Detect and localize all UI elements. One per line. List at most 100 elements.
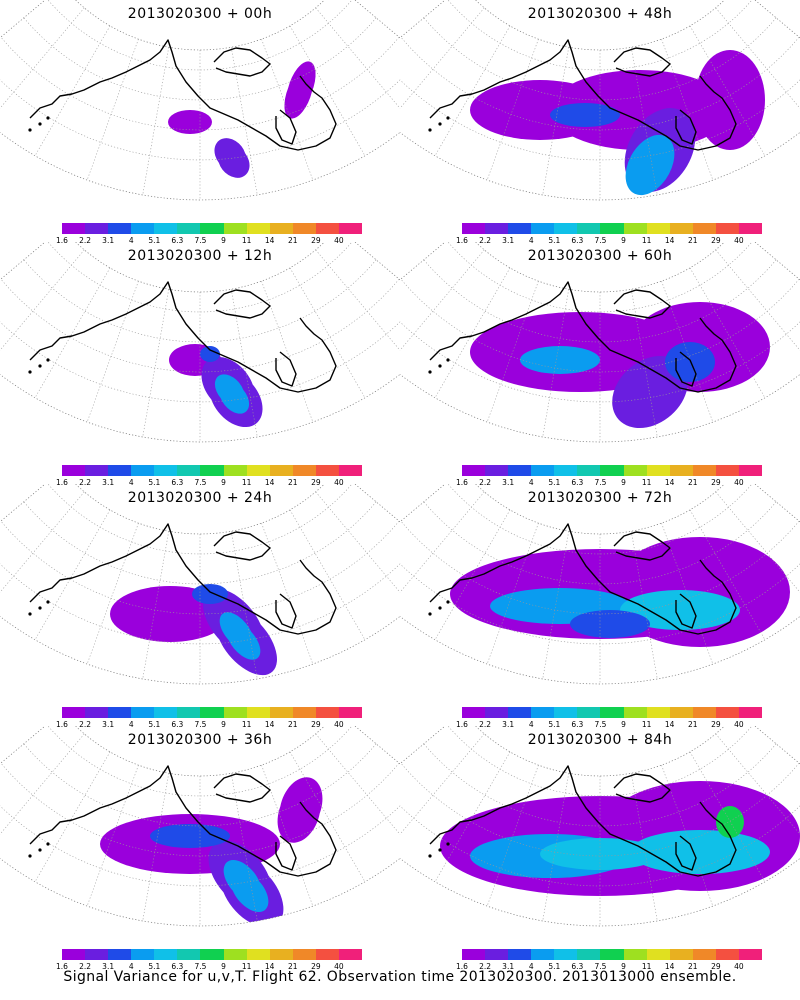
latitude-line xyxy=(23,743,377,827)
coastline xyxy=(275,109,297,145)
longitude-line xyxy=(630,47,658,196)
longitude-line xyxy=(542,531,570,680)
longitude-line xyxy=(86,523,139,665)
colorbar-swatch xyxy=(462,949,486,960)
latitude-line xyxy=(447,242,753,313)
colorbar-label: 4 xyxy=(128,478,134,487)
island xyxy=(438,606,442,610)
colorbar-swatch xyxy=(131,707,155,718)
variance-contour xyxy=(665,342,715,382)
colorbar-swatch xyxy=(154,949,178,960)
map-plot xyxy=(400,0,800,201)
colorbar-label: 9 xyxy=(621,236,626,245)
colorbar-swatch xyxy=(200,465,224,476)
colorbar-swatch xyxy=(462,223,486,234)
island xyxy=(38,122,42,126)
island xyxy=(46,600,50,604)
island xyxy=(428,370,432,374)
island xyxy=(446,116,450,120)
longitude-line xyxy=(486,281,539,423)
colorbar-swatch xyxy=(485,707,509,718)
island xyxy=(428,612,432,616)
colorbar-swatch xyxy=(669,223,693,234)
variance-field xyxy=(110,584,277,676)
colorbar-label: 6.3 xyxy=(171,236,184,245)
colorbar-swatch xyxy=(715,223,739,234)
longitude-line xyxy=(689,751,766,882)
colorbar xyxy=(462,223,763,234)
coastline xyxy=(675,593,697,629)
colorbar-label: 14 xyxy=(664,236,675,245)
longitude-line xyxy=(400,491,485,593)
colorbar-swatch xyxy=(85,949,109,960)
island xyxy=(428,854,432,858)
panel-title: 2013020300 + 48h xyxy=(527,6,673,22)
colorbar-labels: 1.6 2.2 3.1 4 5.1 6.3 7.5 9 11 14 21 29 40 xyxy=(400,236,800,248)
longitude-line xyxy=(486,523,539,665)
domain-border xyxy=(0,0,400,201)
colorbar-swatch xyxy=(738,223,763,234)
colorbar-label: 3.1 xyxy=(502,720,515,729)
colorbar-label: 3.1 xyxy=(102,236,115,245)
colorbar-label: 11 xyxy=(641,962,652,971)
map-panel: 2013020300 + 12h 1.6 2.2 3.1 4 5.1 6.3 7.5 9 11 14… xyxy=(0,242,400,487)
coastline xyxy=(429,523,737,635)
colorbar-swatch xyxy=(315,949,339,960)
colorbar-labels: 1.6 2.2 3.1 4 5.1 6.3 7.5 9 11 14 21 29 40 xyxy=(0,720,400,732)
variance-field xyxy=(100,777,323,927)
colorbar-swatch xyxy=(577,707,601,718)
variance-field xyxy=(168,343,263,428)
longitude-line xyxy=(400,733,485,835)
variance-field xyxy=(470,50,765,196)
colorbar-swatch xyxy=(508,707,532,718)
colorbar-swatch xyxy=(531,707,555,718)
longitude-line xyxy=(289,25,366,156)
longitude-line xyxy=(400,249,485,351)
colorbar-swatch xyxy=(85,465,109,476)
longitude-line xyxy=(486,39,539,181)
colorbar-label: 6.3 xyxy=(571,962,584,971)
variance-contour xyxy=(214,374,250,414)
colorbar-swatch xyxy=(85,223,109,234)
colorbar-label: 14 xyxy=(264,236,275,245)
colorbar-swatch xyxy=(269,223,293,234)
variance-field xyxy=(470,301,770,428)
longitude-line xyxy=(486,765,539,907)
longitude-line xyxy=(261,39,314,181)
colorbar-swatch xyxy=(623,465,647,476)
colorbar-label: 40 xyxy=(734,478,744,487)
latitude-line xyxy=(23,17,377,101)
colorbar-label: 29 xyxy=(711,962,721,971)
colorbar-swatch xyxy=(85,707,109,718)
longitude-line xyxy=(0,733,85,835)
colorbar-label: 11 xyxy=(241,962,252,971)
variance-contour xyxy=(630,829,770,875)
map-plot xyxy=(0,0,400,201)
colorbar-label: 7.5 xyxy=(594,962,607,971)
latitude-line xyxy=(400,278,800,373)
colorbar-swatch xyxy=(200,223,224,234)
colorbar-label: 29 xyxy=(311,720,321,729)
coastline xyxy=(613,773,671,803)
colorbar-label: 3.1 xyxy=(502,236,515,245)
variance-contour xyxy=(219,612,261,660)
colorbar-label: 2.2 xyxy=(79,720,92,729)
colorbar-swatch xyxy=(223,707,247,718)
island xyxy=(438,122,442,126)
longitude-line xyxy=(661,523,714,665)
colorbar-swatch xyxy=(108,223,132,234)
island xyxy=(38,364,42,368)
colorbar xyxy=(462,707,763,718)
island xyxy=(446,842,450,846)
colorbar-label: 21 xyxy=(687,478,698,487)
colorbar-swatch xyxy=(554,223,578,234)
longitude-line xyxy=(289,267,366,398)
colorbar-label: 1.6 xyxy=(56,478,68,487)
colorbar-swatch xyxy=(554,707,578,718)
colorbar-swatch xyxy=(646,465,670,476)
map-panel: 2013020300 + 72h 1.6 2.2 3.1 4 5.1 6.3 7.5 9 11 14… xyxy=(400,484,800,729)
colorbar-swatch xyxy=(200,949,224,960)
variance-contour xyxy=(192,584,228,604)
coastline xyxy=(275,593,297,629)
colorbar-label: 14 xyxy=(664,962,675,971)
